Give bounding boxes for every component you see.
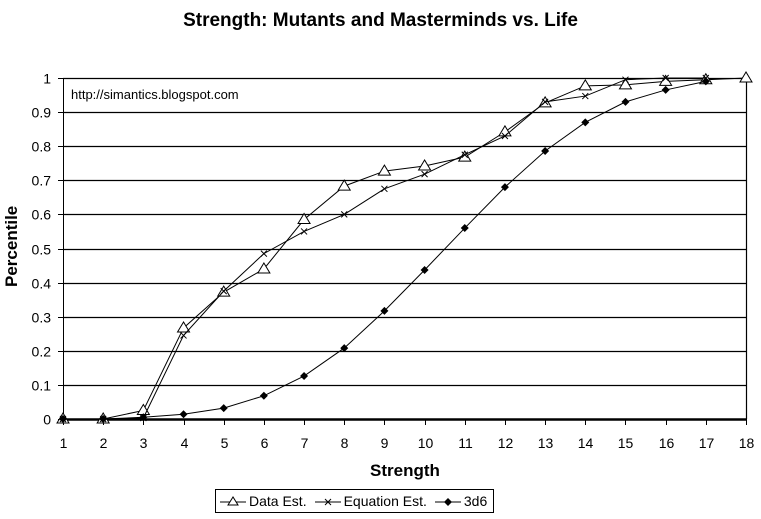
triangle-marker-icon (739, 71, 753, 83)
diamond-marker-icon (219, 404, 228, 413)
series-equation-est- (59, 74, 710, 423)
triangle-marker-icon (256, 261, 271, 274)
x-tick-label: 15 (618, 435, 634, 451)
x-axis-ticks: 1 2 3 4 5 6 7 8 9 10 11 12 13 14 15 16 17 18 (60, 419, 755, 451)
diamond-marker-icon (59, 415, 67, 423)
x-tick-label: 16 (659, 435, 675, 451)
x-tick-label: 18 (739, 435, 755, 451)
x-marker-icon (300, 228, 308, 235)
y-tick-label: 0.8 (32, 139, 52, 155)
diamond-marker-icon (300, 372, 309, 381)
triangle-marker-icon (578, 78, 593, 91)
x-marker-icon (622, 76, 629, 84)
axes (63, 78, 748, 425)
series-line (63, 77, 747, 420)
x-marker-icon (314, 498, 341, 506)
triangle-marker-icon (337, 179, 352, 191)
diamond-marker-icon (139, 413, 148, 422)
x-tick-label: 5 (221, 435, 229, 451)
x-marker-icon (381, 185, 388, 193)
diamond-marker-icon (99, 415, 108, 423)
x-tick-label: 12 (498, 435, 514, 451)
x-marker-icon (541, 98, 549, 106)
y-tick-label: 0.6 (32, 207, 52, 223)
diamond-marker-icon (259, 391, 268, 400)
y-tick-label: 0.4 (32, 276, 52, 292)
diamond-marker-icon (661, 85, 670, 94)
gridlines (63, 77, 746, 387)
triangle-marker-icon (618, 77, 633, 90)
y-tick-label: 0.9 (32, 105, 52, 121)
x-tick-label: 8 (341, 435, 349, 451)
x-marker-icon (501, 132, 509, 140)
x-axis-label: Strength (370, 461, 440, 480)
diamond-marker-icon (179, 410, 188, 419)
x-marker-icon (260, 250, 268, 257)
diamond-marker-icon (434, 498, 461, 506)
diamond-marker-icon (340, 344, 349, 353)
x-tick-label: 10 (418, 435, 434, 451)
legend-label: Equation Est. (343, 493, 427, 509)
x-tick-label: 11 (458, 435, 473, 451)
blog-url-annotation: http://simantics.blogspot.com (71, 87, 239, 102)
triangle-marker-icon (417, 159, 432, 171)
diamond-marker-icon (581, 118, 590, 127)
x-tick-label: 3 (140, 435, 148, 451)
triangle-marker-icon (176, 320, 191, 333)
x-tick-label: 17 (699, 435, 715, 451)
x-marker-icon (340, 211, 348, 218)
x-marker-icon (581, 92, 589, 100)
y-tick-label: 1 (43, 71, 51, 87)
y-axis-ticks: 0 0.1 0.2 0.3 0.4 0.5 0.6 0.7 0.8 0.9 1 (32, 71, 63, 428)
x-tick-label: 9 (381, 435, 389, 451)
legend-label: 3d6 (463, 493, 488, 509)
data-series (56, 71, 753, 424)
diamond-marker-icon (460, 224, 469, 233)
diamond-marker-icon (500, 183, 509, 192)
diamond-marker-icon (541, 146, 550, 155)
legend-item-equation-est: Equation Est. (314, 493, 427, 509)
x-tick-label: 4 (181, 435, 189, 451)
x-marker-icon (421, 170, 428, 178)
x-marker-icon (180, 332, 187, 339)
x-tick-label: 2 (100, 435, 108, 451)
y-tick-label: 0.1 (32, 378, 52, 394)
triangle-marker-icon (220, 496, 246, 506)
y-tick-label: 0 (43, 412, 51, 428)
y-tick-label: 0.5 (32, 242, 52, 258)
y-tick-label: 0.2 (32, 344, 52, 360)
x-tick-label: 14 (578, 435, 594, 451)
legend-label: Data Est. (249, 493, 307, 509)
triangle-marker-icon (498, 124, 512, 137)
diamond-marker-icon (701, 77, 710, 86)
x-tick-label: 6 (261, 435, 269, 451)
series-line (63, 80, 706, 420)
diamond-marker-icon (380, 306, 389, 315)
legend-item-data-est: Data Est. (220, 493, 307, 509)
diamond-marker-icon (420, 265, 429, 274)
series-data-est- (56, 71, 753, 424)
y-tick-label: 0.7 (32, 173, 52, 189)
x-tick-label: 1 (60, 435, 68, 451)
x-marker-icon (220, 287, 228, 295)
x-marker-icon (461, 151, 469, 159)
triangle-marker-icon (377, 164, 392, 176)
legend-item-3d6: 3d6 (434, 493, 488, 509)
y-tick-label: 0.3 (32, 310, 52, 326)
x-marker-icon (662, 74, 670, 82)
triangle-marker-icon (658, 74, 673, 86)
y-axis-label: Percentile (2, 205, 21, 287)
chart-title: Strength: Mutants and Masterminds vs. Li… (183, 10, 578, 31)
series-line (63, 77, 706, 420)
x-tick-label: 7 (301, 435, 309, 451)
diamond-marker-icon (621, 97, 630, 106)
legend: Data Est. Equation Est. 3d6 (215, 489, 495, 513)
triangle-marker-icon (297, 212, 311, 225)
series-3d6 (59, 77, 710, 423)
x-tick-label: 13 (538, 435, 554, 451)
